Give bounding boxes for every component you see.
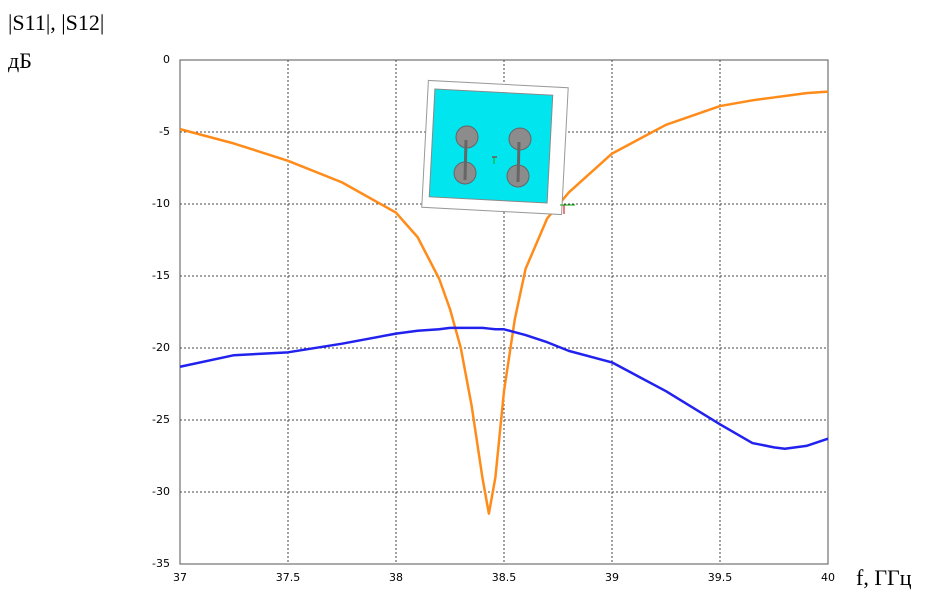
x-tick-label: 38.5 <box>492 571 517 584</box>
x-tick-label: 39.5 <box>708 571 733 584</box>
inset-antenna <box>422 80 575 214</box>
x-tick-label: 38 <box>389 571 403 584</box>
y-axis-label: |S11|, |S12| <box>8 10 104 35</box>
y-tick-label: -20 <box>152 341 170 354</box>
y-tick-label: -35 <box>152 557 170 570</box>
y-tick-label: -10 <box>152 197 170 210</box>
x-tick-label: 40 <box>821 571 835 584</box>
y-tick-label: -15 <box>152 269 170 282</box>
y-axis-unit: дБ <box>8 48 32 73</box>
chart: |S11|, |S12| дБ f, ГГц 0 -5 -10 -15 -20 -25 -3… <box>0 0 941 594</box>
y-tick-label: -25 <box>152 413 170 426</box>
y-tick-label: -30 <box>152 485 170 498</box>
x-tick-label: 39 <box>605 571 619 584</box>
x-tick-label: 37 <box>173 571 187 584</box>
y-tick-label: 0 <box>163 53 170 66</box>
y-tick-label: -5 <box>159 125 170 138</box>
x-tick-label: 37.5 <box>276 571 301 584</box>
x-axis-label: f, ГГц <box>856 565 912 590</box>
